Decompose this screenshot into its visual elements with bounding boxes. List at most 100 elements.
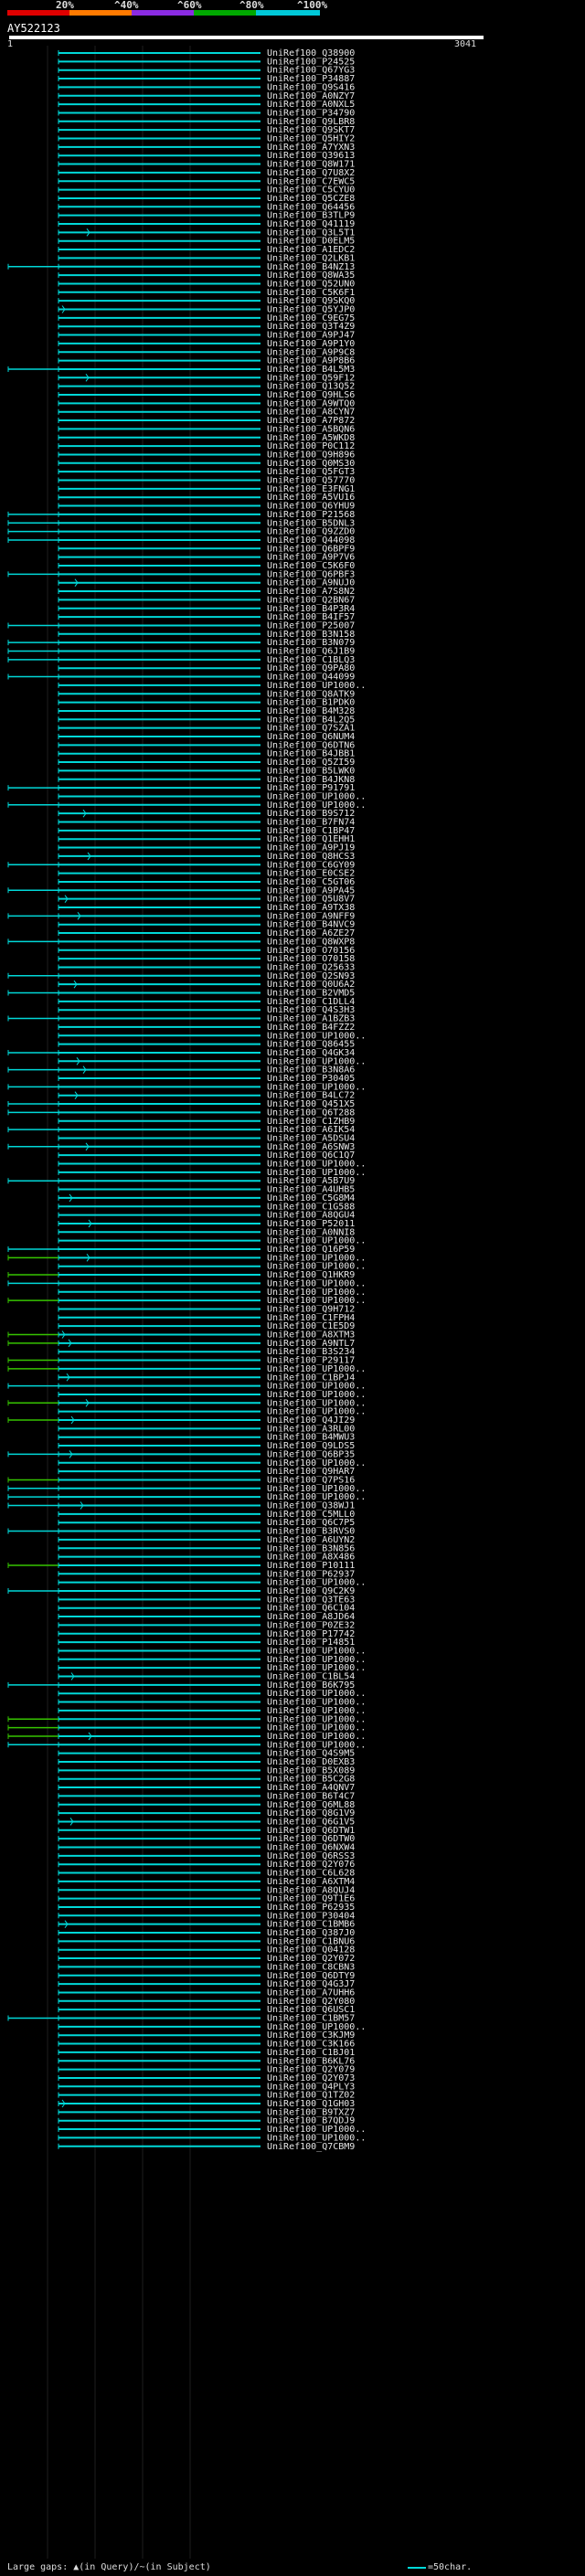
hit-row[interactable]: UniRef100_Q6PBF3 xyxy=(7,569,355,579)
hit-row[interactable]: UniRef100_Q8W171 xyxy=(58,160,355,170)
hit-row[interactable]: UniRef100_Q2Y072 xyxy=(58,1954,355,1964)
hit-row[interactable]: UniRef100_UP1000.. xyxy=(58,1390,366,1400)
hit-label[interactable]: UniRef100_P29117 xyxy=(267,1356,355,1366)
hit-row[interactable]: UniRef100_UP1000.. xyxy=(7,1253,366,1263)
hit-row[interactable]: UniRef100_A5B7U9 xyxy=(7,1176,355,1186)
hit-label[interactable]: UniRef100_C5GT06 xyxy=(267,877,355,887)
hit-row[interactable]: UniRef100_C1BP47 xyxy=(58,826,355,836)
hit-label[interactable]: UniRef100_Q9H896 xyxy=(267,450,355,460)
hit-label[interactable]: UniRef100_Q6T288 xyxy=(267,1108,355,1118)
hit-label[interactable]: UniRef100_A6UYN2 xyxy=(267,1535,355,1545)
hit-row[interactable]: UniRef100_B3N8A6 xyxy=(7,1065,355,1076)
hit-row[interactable]: UniRef100_Q9C2K9 xyxy=(7,1586,355,1596)
hit-label[interactable]: UniRef100_B5X089 xyxy=(267,1765,355,1776)
hit-label[interactable]: UniRef100_O70156 xyxy=(267,946,355,956)
hit-row[interactable]: UniRef100_Q2Y076 xyxy=(58,1860,355,1870)
hit-label[interactable]: UniRef100_Q6ML88 xyxy=(267,1800,355,1810)
hit-label[interactable]: UniRef100_Q6PBF3 xyxy=(267,569,355,579)
hit-row[interactable]: UniRef100_C1FPH4 xyxy=(58,1313,355,1323)
hit-row[interactable]: UniRef100_A9PA45 xyxy=(7,885,355,896)
hit-label[interactable]: UniRef100_A7S8N2 xyxy=(267,587,355,597)
hit-row[interactable]: UniRef100_A9NTL7 xyxy=(7,1339,355,1349)
hit-row[interactable]: UniRef100_B2VMD5 xyxy=(7,989,355,999)
hit-label[interactable]: UniRef100_C1BL54 xyxy=(267,1672,355,1682)
hit-label[interactable]: UniRef100_A0NNI8 xyxy=(267,1227,355,1237)
hit-label[interactable]: UniRef100_UP1000.. xyxy=(267,2133,366,2143)
hit-label[interactable]: UniRef100_UP1000.. xyxy=(267,1168,366,1178)
hit-label[interactable]: UniRef100_Q4S9M5 xyxy=(267,1749,355,1759)
hit-row[interactable]: UniRef100_UP1000.. xyxy=(58,1458,366,1468)
hit-label[interactable]: UniRef100_A7UHH6 xyxy=(267,1988,355,1998)
hit-label[interactable]: UniRef100_UP1000.. xyxy=(267,1288,366,1298)
hit-row[interactable]: UniRef100_B4P3R4 xyxy=(58,604,355,614)
hit-label[interactable]: UniRef100_A8QGU4 xyxy=(267,1211,355,1221)
hit-row[interactable]: UniRef100_UP1000.. xyxy=(58,2022,366,2032)
hit-row[interactable]: UniRef100_P24525 xyxy=(58,57,355,67)
hit-row[interactable]: UniRef100_UP1000.. xyxy=(58,1160,366,1170)
hit-label[interactable]: UniRef100_Q25633 xyxy=(267,962,355,972)
hit-row[interactable]: UniRef100_Q8G1V9 xyxy=(58,1808,355,1818)
hit-label[interactable]: UniRef100_Q6DTN6 xyxy=(267,740,355,750)
hit-label[interactable]: UniRef100_UP1000.. xyxy=(267,681,366,691)
hit-row[interactable]: UniRef100_Q1GH03 xyxy=(58,2099,355,2109)
hit-row[interactable]: UniRef100_E0CSE2 xyxy=(58,869,355,879)
hit-label[interactable]: UniRef100_UP1000.. xyxy=(267,1407,366,1417)
hit-label[interactable]: UniRef100_A5WKD8 xyxy=(267,433,355,443)
hit-label[interactable]: UniRef100_UP1000.. xyxy=(267,1740,366,1750)
hit-row[interactable]: UniRef100_UP1000.. xyxy=(58,1031,366,1041)
hit-row[interactable]: UniRef100_A0NZY7 xyxy=(58,91,355,101)
hit-row[interactable]: UniRef100_A4UHB5 xyxy=(58,1185,355,1195)
hit-label[interactable]: UniRef100_B4L5M3 xyxy=(267,365,355,375)
hit-label[interactable]: UniRef100_B9S712 xyxy=(267,809,355,819)
hit-row[interactable]: UniRef100_A1EDC2 xyxy=(58,245,355,255)
hit-label[interactable]: UniRef100_A8CYN7 xyxy=(267,408,355,418)
hit-row[interactable]: UniRef100_A9TX38 xyxy=(58,903,355,913)
hit-label[interactable]: UniRef100_B3N8A6 xyxy=(267,1065,355,1076)
hit-label[interactable]: UniRef100_Q8G1V9 xyxy=(267,1808,355,1818)
hit-label[interactable]: UniRef100_P25007 xyxy=(267,620,355,631)
hit-label[interactable]: UniRef100_A8QUJ4 xyxy=(267,1885,355,1895)
hit-row[interactable]: UniRef100_C7EWC5 xyxy=(58,176,355,186)
hit-row[interactable]: UniRef100_UP1000.. xyxy=(7,1296,366,1306)
hit-label[interactable]: UniRef100_C1BMB6 xyxy=(267,1920,355,1930)
hit-label[interactable]: UniRef100_P62937 xyxy=(267,1569,355,1579)
hit-label[interactable]: UniRef100_P30404 xyxy=(267,1911,355,1921)
hit-row[interactable]: UniRef100_Q39613 xyxy=(58,151,355,161)
hit-row[interactable]: UniRef100_P10111 xyxy=(7,1561,355,1571)
hit-row[interactable]: UniRef100_Q5YJP0 xyxy=(58,305,355,315)
hit-label[interactable]: UniRef100_C3K166 xyxy=(267,2040,355,2050)
hit-label[interactable]: UniRef100_C5MLL0 xyxy=(267,1510,355,1520)
hit-row[interactable]: UniRef100_UP1000.. xyxy=(7,800,366,811)
hit-label[interactable]: UniRef100_Q1GH03 xyxy=(267,2099,355,2109)
hit-row[interactable]: UniRef100_A8QUJ4 xyxy=(58,1885,355,1895)
hit-row[interactable]: UniRef100_O70156 xyxy=(58,946,355,956)
hit-label[interactable]: UniRef100_A9TX38 xyxy=(267,903,355,913)
hit-row[interactable]: UniRef100_C3K166 xyxy=(58,2040,355,2050)
hit-row[interactable]: UniRef100_UP1000.. xyxy=(58,1655,366,1665)
hit-label[interactable]: UniRef100_Q8ATK9 xyxy=(267,689,355,699)
hit-row[interactable]: UniRef100_A8CYN7 xyxy=(58,408,355,418)
hit-row[interactable]: UniRef100_A9P9C8 xyxy=(58,347,355,357)
hit-label[interactable]: UniRef100_Q2Y080 xyxy=(267,1997,355,2007)
hit-label[interactable]: UniRef100_C5K6F0 xyxy=(267,561,355,571)
hit-label[interactable]: UniRef100_B7FN74 xyxy=(267,818,355,828)
hit-row[interactable]: UniRef100_Q86455 xyxy=(58,1040,355,1050)
hit-row[interactable]: UniRef100_B4JKN8 xyxy=(58,775,355,785)
hit-row[interactable]: UniRef100_B3RVS0 xyxy=(7,1527,355,1537)
hit-row[interactable]: UniRef100_Q1HKR9 xyxy=(7,1270,355,1280)
hit-row[interactable]: UniRef100_A7S8N2 xyxy=(58,587,355,597)
hit-label[interactable]: UniRef100_B4LC72 xyxy=(267,1091,355,1101)
hit-row[interactable]: UniRef100_Q7U8X2 xyxy=(58,168,355,178)
hit-row[interactable]: UniRef100_Q59F12 xyxy=(58,373,355,383)
hit-row[interactable]: UniRef100_Q4S3H3 xyxy=(58,1005,355,1015)
hit-label[interactable]: UniRef100_Q1HKR9 xyxy=(267,1270,355,1280)
hit-label[interactable]: UniRef100_Q5HIY2 xyxy=(267,134,355,144)
hit-row[interactable]: UniRef100_C1BPJ4 xyxy=(58,1373,355,1383)
hit-label[interactable]: UniRef100_B3S234 xyxy=(267,1347,355,1357)
hit-label[interactable]: UniRef100_D0EXB3 xyxy=(267,1757,355,1767)
hit-label[interactable]: UniRef100_UP1000.. xyxy=(267,1706,366,1716)
hit-row[interactable]: UniRef100_A8QGU4 xyxy=(58,1211,355,1221)
hit-label[interactable]: UniRef100_C6L628 xyxy=(267,1869,355,1879)
hit-row[interactable]: UniRef100_UP1000.. xyxy=(7,1398,366,1408)
hit-label[interactable]: UniRef100_C5K6F1 xyxy=(267,288,355,298)
